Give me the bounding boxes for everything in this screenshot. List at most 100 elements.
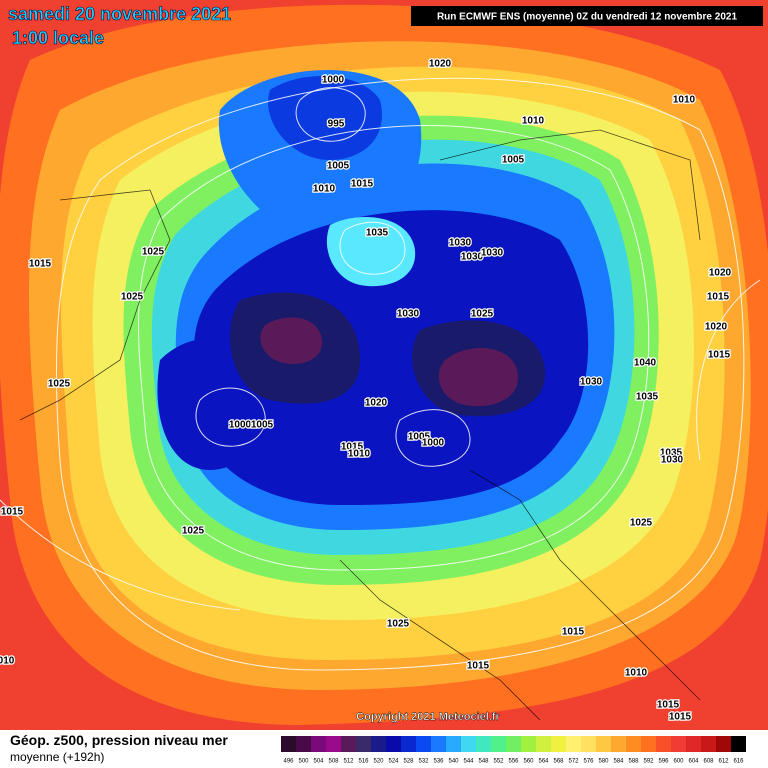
isobar-label: 1005 xyxy=(251,420,274,431)
isobar-label: 1030 xyxy=(580,377,603,388)
scale-swatch xyxy=(431,736,446,752)
scale-swatch xyxy=(326,736,341,752)
color-scale: 496 500 504 508 512 516 520 524 528 532 536 540 544 5… xyxy=(281,736,746,765)
isobar-label: 1005 xyxy=(502,155,525,166)
scale-label: 560 xyxy=(523,759,534,765)
scale-swatch xyxy=(581,736,596,752)
isobar-label: 1030 xyxy=(661,455,684,466)
isobar-label: 1020 xyxy=(705,322,728,333)
copyright: Copyright 2021 Meteociel.fr xyxy=(356,711,500,723)
isobar-label: 1030 xyxy=(397,309,420,320)
isobar-label: 1015 xyxy=(669,712,692,723)
scale-label: 552 xyxy=(493,759,504,765)
scale-label: 588 xyxy=(628,759,639,765)
scale-label: 608 xyxy=(703,759,714,765)
isobar-label: 010 xyxy=(0,656,15,667)
isobar-label: 1035 xyxy=(660,448,683,459)
isobar-label: 1010 xyxy=(313,184,336,195)
scale-swatch xyxy=(641,736,656,752)
scale-label: 612 xyxy=(718,759,729,765)
scale-label: 556 xyxy=(508,759,519,765)
scale-swatch xyxy=(296,736,311,752)
scale-label: 528 xyxy=(403,759,414,765)
scale-swatch xyxy=(386,736,401,752)
isobar-label: 1035 xyxy=(366,228,389,239)
isobar-label: 1015 xyxy=(351,179,374,190)
isobar-label: 1015 xyxy=(562,627,585,638)
scale-swatch xyxy=(536,736,551,752)
scale-swatch xyxy=(356,736,371,752)
isobar-label: 1025 xyxy=(182,526,205,537)
run-info: Run ECMWF ENS (moyenne) 0Z du vendredi 1… xyxy=(437,12,738,23)
scale-swatch xyxy=(461,736,476,752)
scale-swatch xyxy=(731,736,746,752)
scale-label: 524 xyxy=(388,759,399,765)
local-time: 1:00 locale xyxy=(12,28,104,48)
isobar-label: 1015 xyxy=(467,661,490,672)
isobar-label: 1015 xyxy=(1,507,24,518)
coastlines xyxy=(19,129,701,721)
scale-label: 600 xyxy=(673,759,684,765)
isobar-label: 1015 xyxy=(657,700,680,711)
scale-label: 504 xyxy=(313,759,324,765)
scale-label: 584 xyxy=(613,759,624,765)
isobar-label: 1015 xyxy=(707,292,730,303)
scale-swatch xyxy=(701,736,716,752)
isobar-label: 1020 xyxy=(709,268,732,279)
isobar-label: 1005 xyxy=(327,161,350,172)
scale-swatch xyxy=(671,736,686,752)
scale-swatch xyxy=(551,736,566,752)
isobar-label: 995 xyxy=(328,119,345,130)
isobar-label: 1025 xyxy=(121,292,144,303)
scale-swatch xyxy=(596,736,611,752)
scale-swatch xyxy=(566,736,581,752)
isobar-label: 1010 xyxy=(348,449,371,460)
scale-swatch xyxy=(341,736,356,752)
isobar-label: 1010 xyxy=(522,116,545,127)
scale-label: 512 xyxy=(343,759,354,765)
contours xyxy=(0,77,761,671)
isobar-label: 1000 xyxy=(322,75,345,86)
isobar-label: 1010 xyxy=(625,668,648,679)
scale-label: 520 xyxy=(373,759,384,765)
scale-label: 580 xyxy=(598,759,609,765)
scale-swatch xyxy=(626,736,641,752)
date-title: samedi 20 novembre 2021 xyxy=(8,4,231,24)
scale-swatch xyxy=(716,736,731,752)
scale-label: 532 xyxy=(418,759,429,765)
scale-swatch xyxy=(371,736,386,752)
scale-label: 572 xyxy=(568,759,579,765)
isobar-label: 1025 xyxy=(387,619,410,630)
scale-swatch xyxy=(416,736,431,752)
isobar-label: 1010 xyxy=(673,95,696,106)
scale-label: 548 xyxy=(478,759,489,765)
legend-subtitle: moyenne (+192h) xyxy=(10,750,104,764)
legend-title: Géop. z500, pression niveau mer xyxy=(10,732,228,748)
scale-label: 500 xyxy=(298,759,309,765)
isobar-label: 1015 xyxy=(708,350,731,361)
scale-swatch xyxy=(611,736,626,752)
isobar-label: 1040 xyxy=(634,358,657,369)
scale-label: 576 xyxy=(583,759,594,765)
isobar-label: 1020 xyxy=(429,59,452,70)
scale-swatch xyxy=(446,736,461,752)
scale-label: 516 xyxy=(358,759,369,765)
isobar-label: 1000 xyxy=(229,420,252,431)
run-box xyxy=(411,6,763,26)
scale-label: 596 xyxy=(658,759,669,765)
scale-label: 564 xyxy=(538,759,549,765)
isobar-label: 1030 xyxy=(481,248,504,259)
scale-swatch xyxy=(686,736,701,752)
scale-label: 540 xyxy=(448,759,459,765)
scale-swatch xyxy=(476,736,491,752)
isobar-label: 1025 xyxy=(630,518,653,529)
isobar-label: 1030 xyxy=(461,252,484,263)
scale-label: 604 xyxy=(688,759,699,765)
scale-swatch xyxy=(656,736,671,752)
isobar-label: 1025 xyxy=(142,247,165,258)
isobar-label: 1025 xyxy=(471,309,494,320)
scale-label: 616 xyxy=(733,759,744,765)
isobar-label: 1015 xyxy=(29,259,52,270)
isobar-label: 1025 xyxy=(48,379,71,390)
